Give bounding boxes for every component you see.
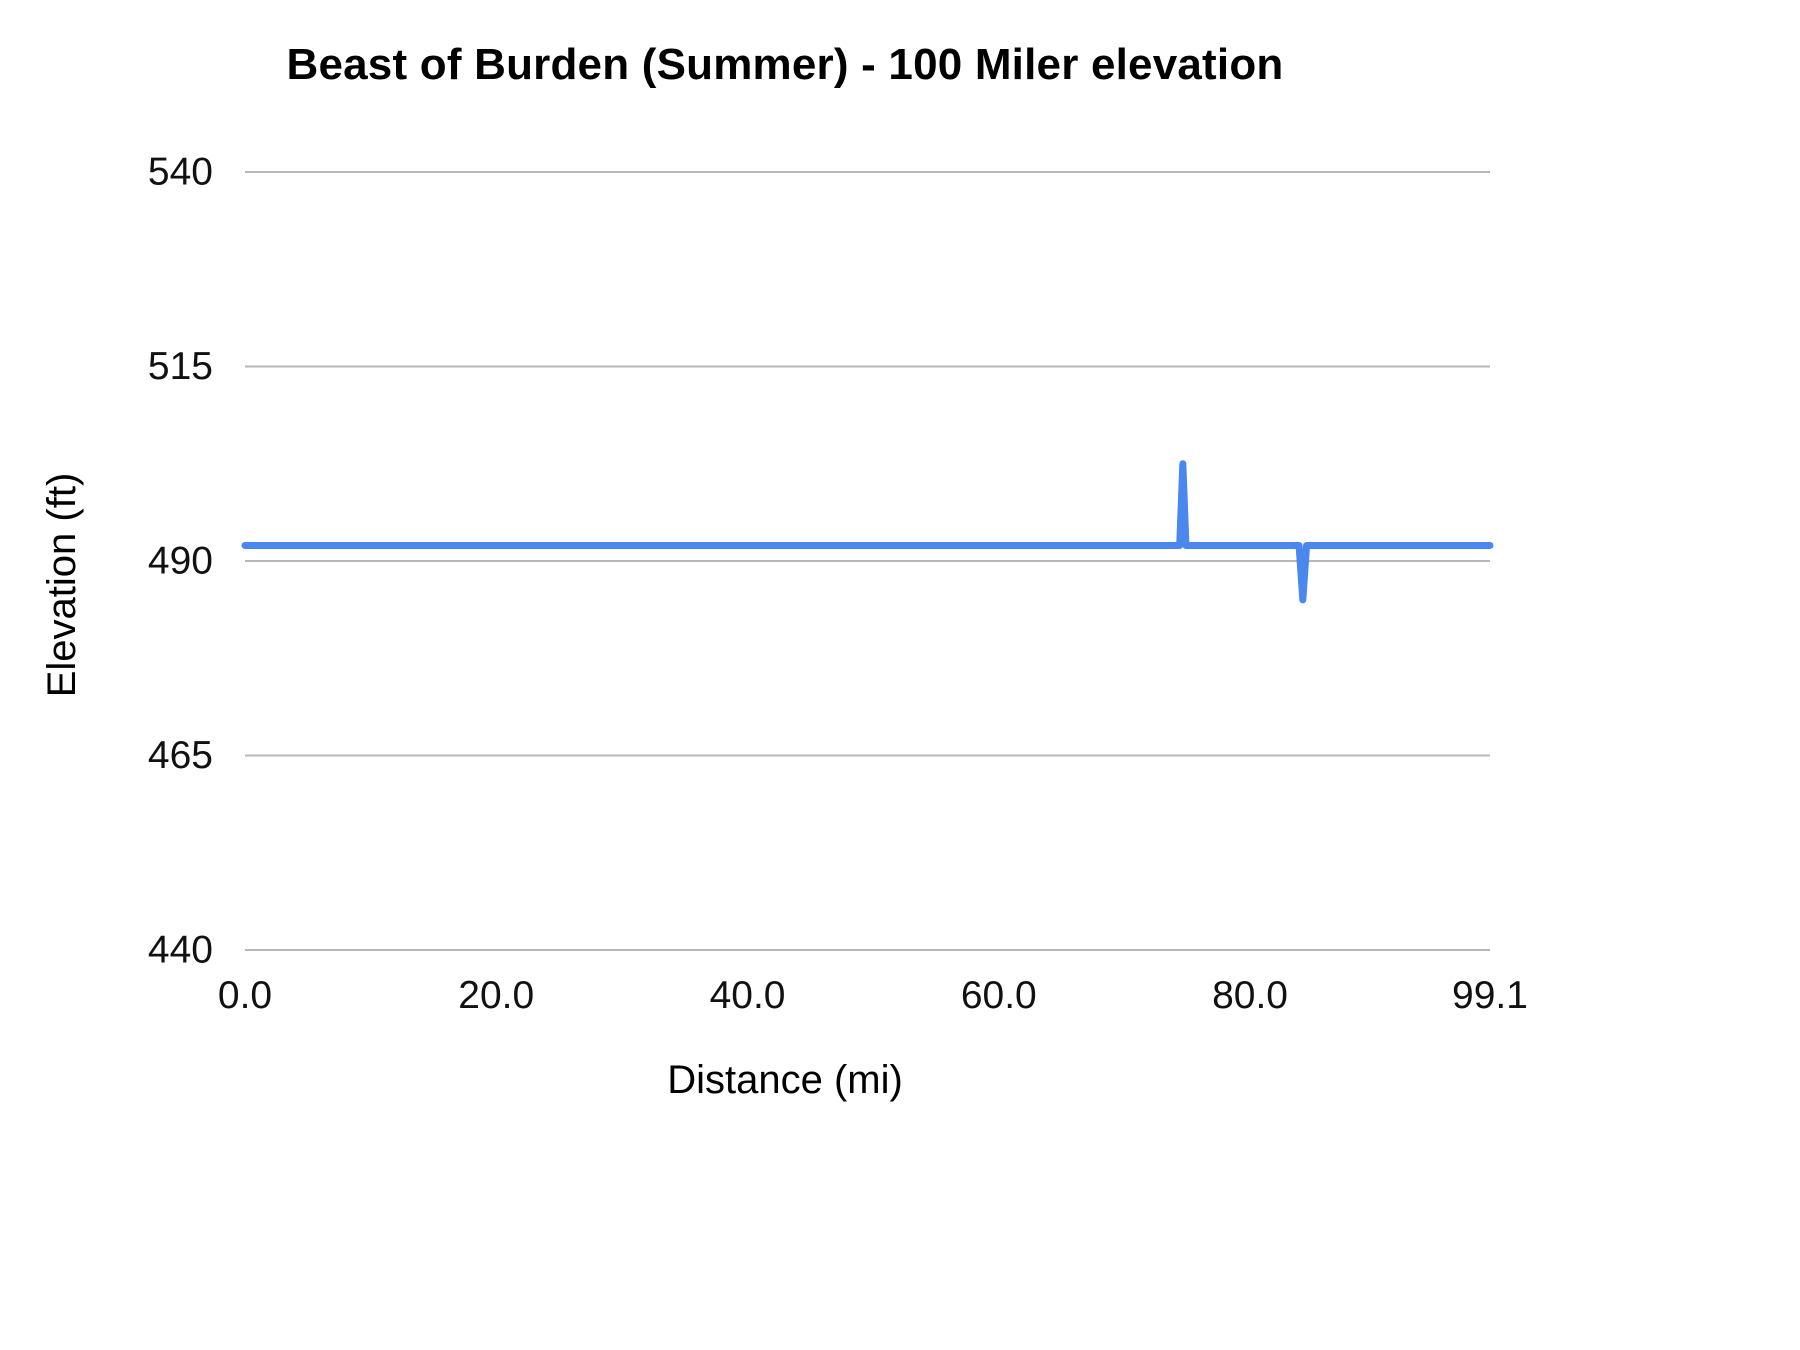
plot-area: 440 465 490 515 540 0.0 20.0 40.0 60.0 80.0 99.1 [148,151,1528,1018]
x-tick-label: 60.0 [961,974,1037,1017]
y-tick-label: 465 [148,734,213,777]
y-tick-label: 515 [148,345,213,388]
x-axis-label: Distance (mi) [667,1058,903,1102]
x-tick-label: 0.0 [218,974,272,1017]
y-tick-label: 540 [148,151,213,194]
x-tick-label: 20.0 [458,974,534,1017]
elevation-series-line [241,460,1494,604]
x-tick-label: 40.0 [710,974,786,1017]
chart-title: Beast of Burden (Summer) - 100 Miler ele… [286,40,1284,89]
x-tick-label: 99.1 [1452,974,1528,1017]
y-tick-label: 490 [148,540,213,583]
x-tick-label: 80.0 [1212,974,1288,1017]
y-tick-label: 440 [148,929,213,972]
